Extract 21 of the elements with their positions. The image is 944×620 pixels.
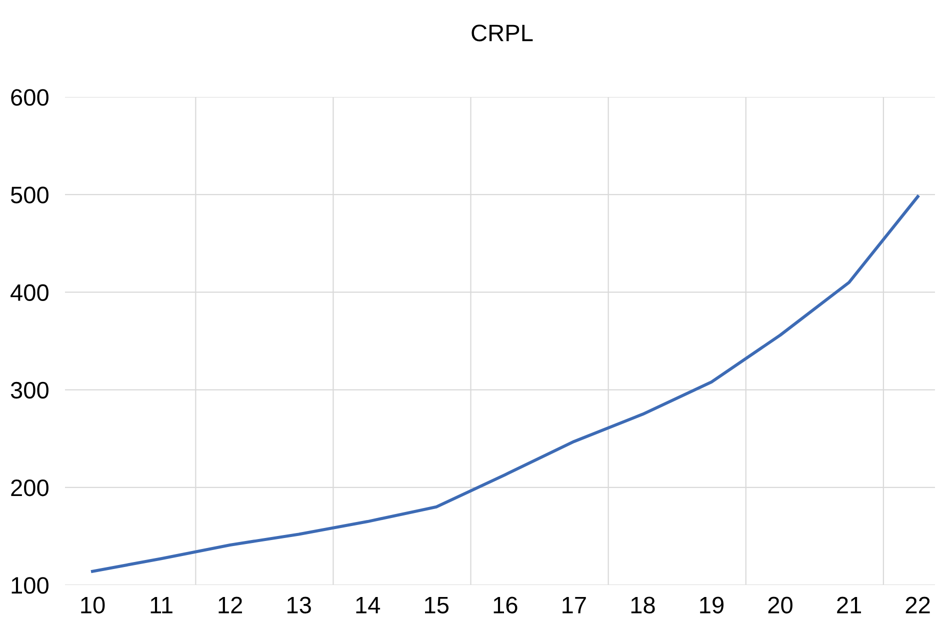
x-tick-label: 15 xyxy=(425,596,449,614)
x-tick-label: 19 xyxy=(700,596,724,614)
x-tick-label: 21 xyxy=(837,596,862,614)
y-tick-label: 200 xyxy=(11,479,48,496)
x-tick-label: 17 xyxy=(562,596,586,614)
x-tick-label: 20 xyxy=(768,596,792,614)
x-tick-label: 14 xyxy=(356,596,380,614)
y-tick-label: 500 xyxy=(10,186,48,204)
x-tick-label: 18 xyxy=(631,596,655,614)
x-tick-label: 16 xyxy=(494,596,518,614)
y-tick-label: 400 xyxy=(10,284,48,301)
y-tick-label: 100 xyxy=(12,577,48,594)
y-tick-label: 300 xyxy=(10,382,48,399)
chart-title: CRPL xyxy=(472,24,533,42)
x-tick-label: 10 xyxy=(81,596,105,614)
x-tick-label: 13 xyxy=(288,596,311,614)
x-tick-label: 22 xyxy=(906,596,930,614)
y-tick-label: 600 xyxy=(11,89,48,106)
x-tick-label: 11 xyxy=(150,596,172,614)
line-series xyxy=(90,195,920,573)
x-tick-label: 12 xyxy=(218,596,242,614)
